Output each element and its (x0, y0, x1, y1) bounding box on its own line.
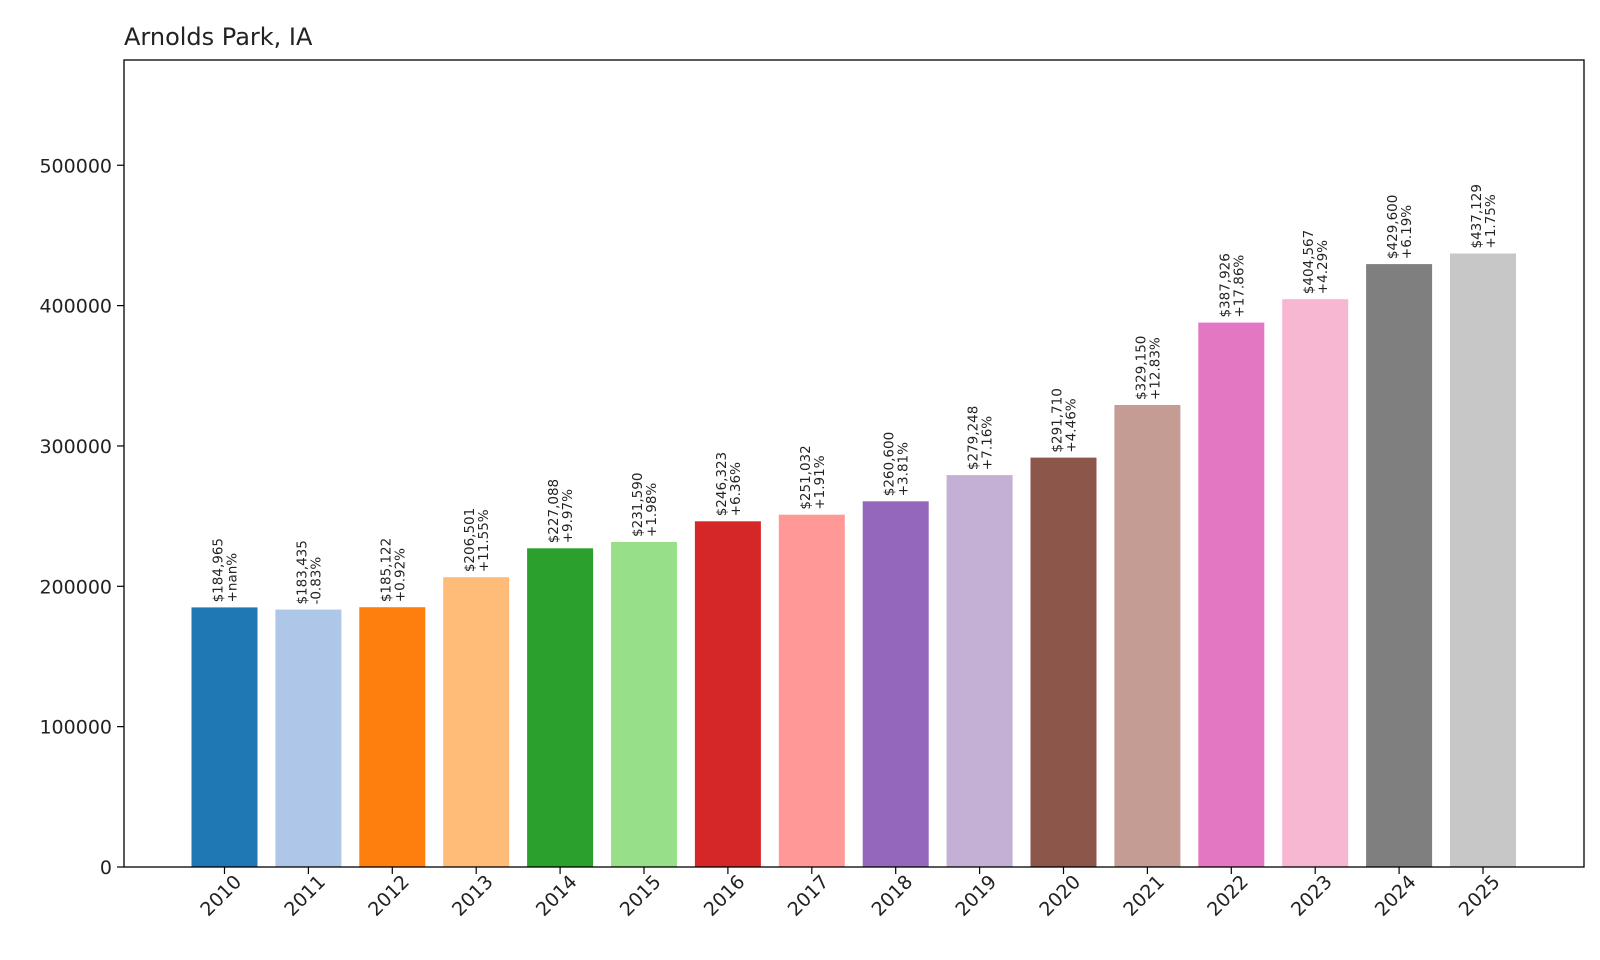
change-label: +nan% (225, 553, 241, 603)
bar-2013 (443, 577, 510, 867)
x-tick-label: 2010 (196, 871, 246, 921)
plot-area: 0 100000 200000 300000 400000 500000 2010 2011 2… (39, 59, 1585, 921)
change-label: +7.16% (980, 416, 996, 470)
y-tick-label: 100000 (39, 717, 112, 739)
bar-2018 (862, 501, 929, 867)
bar-2020 (1030, 457, 1097, 867)
value-label: $429,600 (1385, 195, 1401, 259)
change-label: +0.92% (392, 548, 408, 602)
bar-2019 (946, 475, 1013, 867)
bar-2014 (527, 548, 594, 867)
x-tick-label: 2018 (867, 871, 917, 921)
change-label: +1.91% (812, 455, 828, 509)
y-tick-label: 0 (100, 857, 112, 879)
x-tick-label: 2015 (616, 871, 666, 921)
value-label: $329,150 (1133, 336, 1149, 400)
value-label: $387,926 (1217, 253, 1233, 317)
value-label: $260,600 (882, 432, 898, 496)
x-tick-label: 2025 (1455, 871, 1505, 921)
x-tick-label: 2013 (448, 871, 498, 921)
value-label: $279,248 (966, 406, 982, 470)
bar-2025 (1450, 253, 1516, 867)
bar-2024 (1366, 264, 1433, 868)
bar-2022 (1198, 322, 1265, 868)
axes-frame (123, 59, 1585, 868)
x-tick-label: 2023 (1287, 871, 1337, 921)
bar-2021 (1114, 405, 1181, 867)
bar-2015 (611, 542, 677, 867)
change-label: +11.55% (476, 509, 492, 572)
chart-title: Arnolds Park, IA (124, 23, 313, 51)
bar-2011 (275, 609, 342, 867)
value-label: $185,122 (378, 538, 394, 602)
change-label: +6.19% (1399, 205, 1415, 259)
change-label: +4.29% (1315, 240, 1331, 294)
bar-2016 (694, 521, 761, 867)
change-label: +12.83% (1147, 337, 1163, 400)
x-tick-label: 2019 (951, 871, 1001, 921)
value-label: $291,710 (1050, 388, 1066, 452)
value-label: $231,590 (630, 473, 646, 537)
change-label: +9.97% (560, 489, 576, 543)
x-tick-label: 2022 (1203, 871, 1253, 921)
x-tick-label: 2024 (1371, 871, 1421, 921)
y-tick-label: 500000 (39, 155, 112, 177)
change-label: +6.36% (728, 462, 744, 516)
value-label: $251,032 (798, 445, 814, 509)
value-label: $404,567 (1301, 230, 1317, 294)
value-label: $437,129 (1469, 184, 1485, 248)
change-label: +1.75% (1483, 194, 1499, 248)
change-label: -0.83% (308, 557, 324, 605)
value-label: $183,435 (294, 540, 310, 604)
value-label: $246,323 (714, 452, 730, 516)
x-tick-label: 2012 (364, 871, 414, 921)
change-label: +17.86% (1231, 255, 1247, 318)
value-label: $227,088 (546, 479, 562, 543)
change-label: +4.46% (1064, 398, 1080, 452)
x-tick-label: 2016 (700, 871, 750, 921)
x-tick-label: 2020 (1035, 871, 1085, 921)
value-label: $206,501 (462, 508, 478, 572)
bar-2017 (778, 514, 845, 867)
bar-2012 (359, 607, 426, 867)
x-tick-label: 2021 (1119, 871, 1169, 921)
change-label: +1.98% (644, 483, 660, 537)
y-tick-label: 300000 (39, 436, 112, 458)
x-tick-label: 2017 (784, 871, 834, 921)
bar-2023 (1282, 299, 1349, 867)
change-label: +3.81% (896, 442, 912, 496)
y-tick-label: 200000 (39, 576, 112, 598)
y-tick-label: 400000 (39, 296, 112, 318)
value-label: $184,965 (211, 538, 227, 602)
bar-2010 (191, 607, 258, 867)
x-tick-label: 2011 (280, 871, 330, 921)
x-tick-label: 2014 (532, 871, 582, 921)
